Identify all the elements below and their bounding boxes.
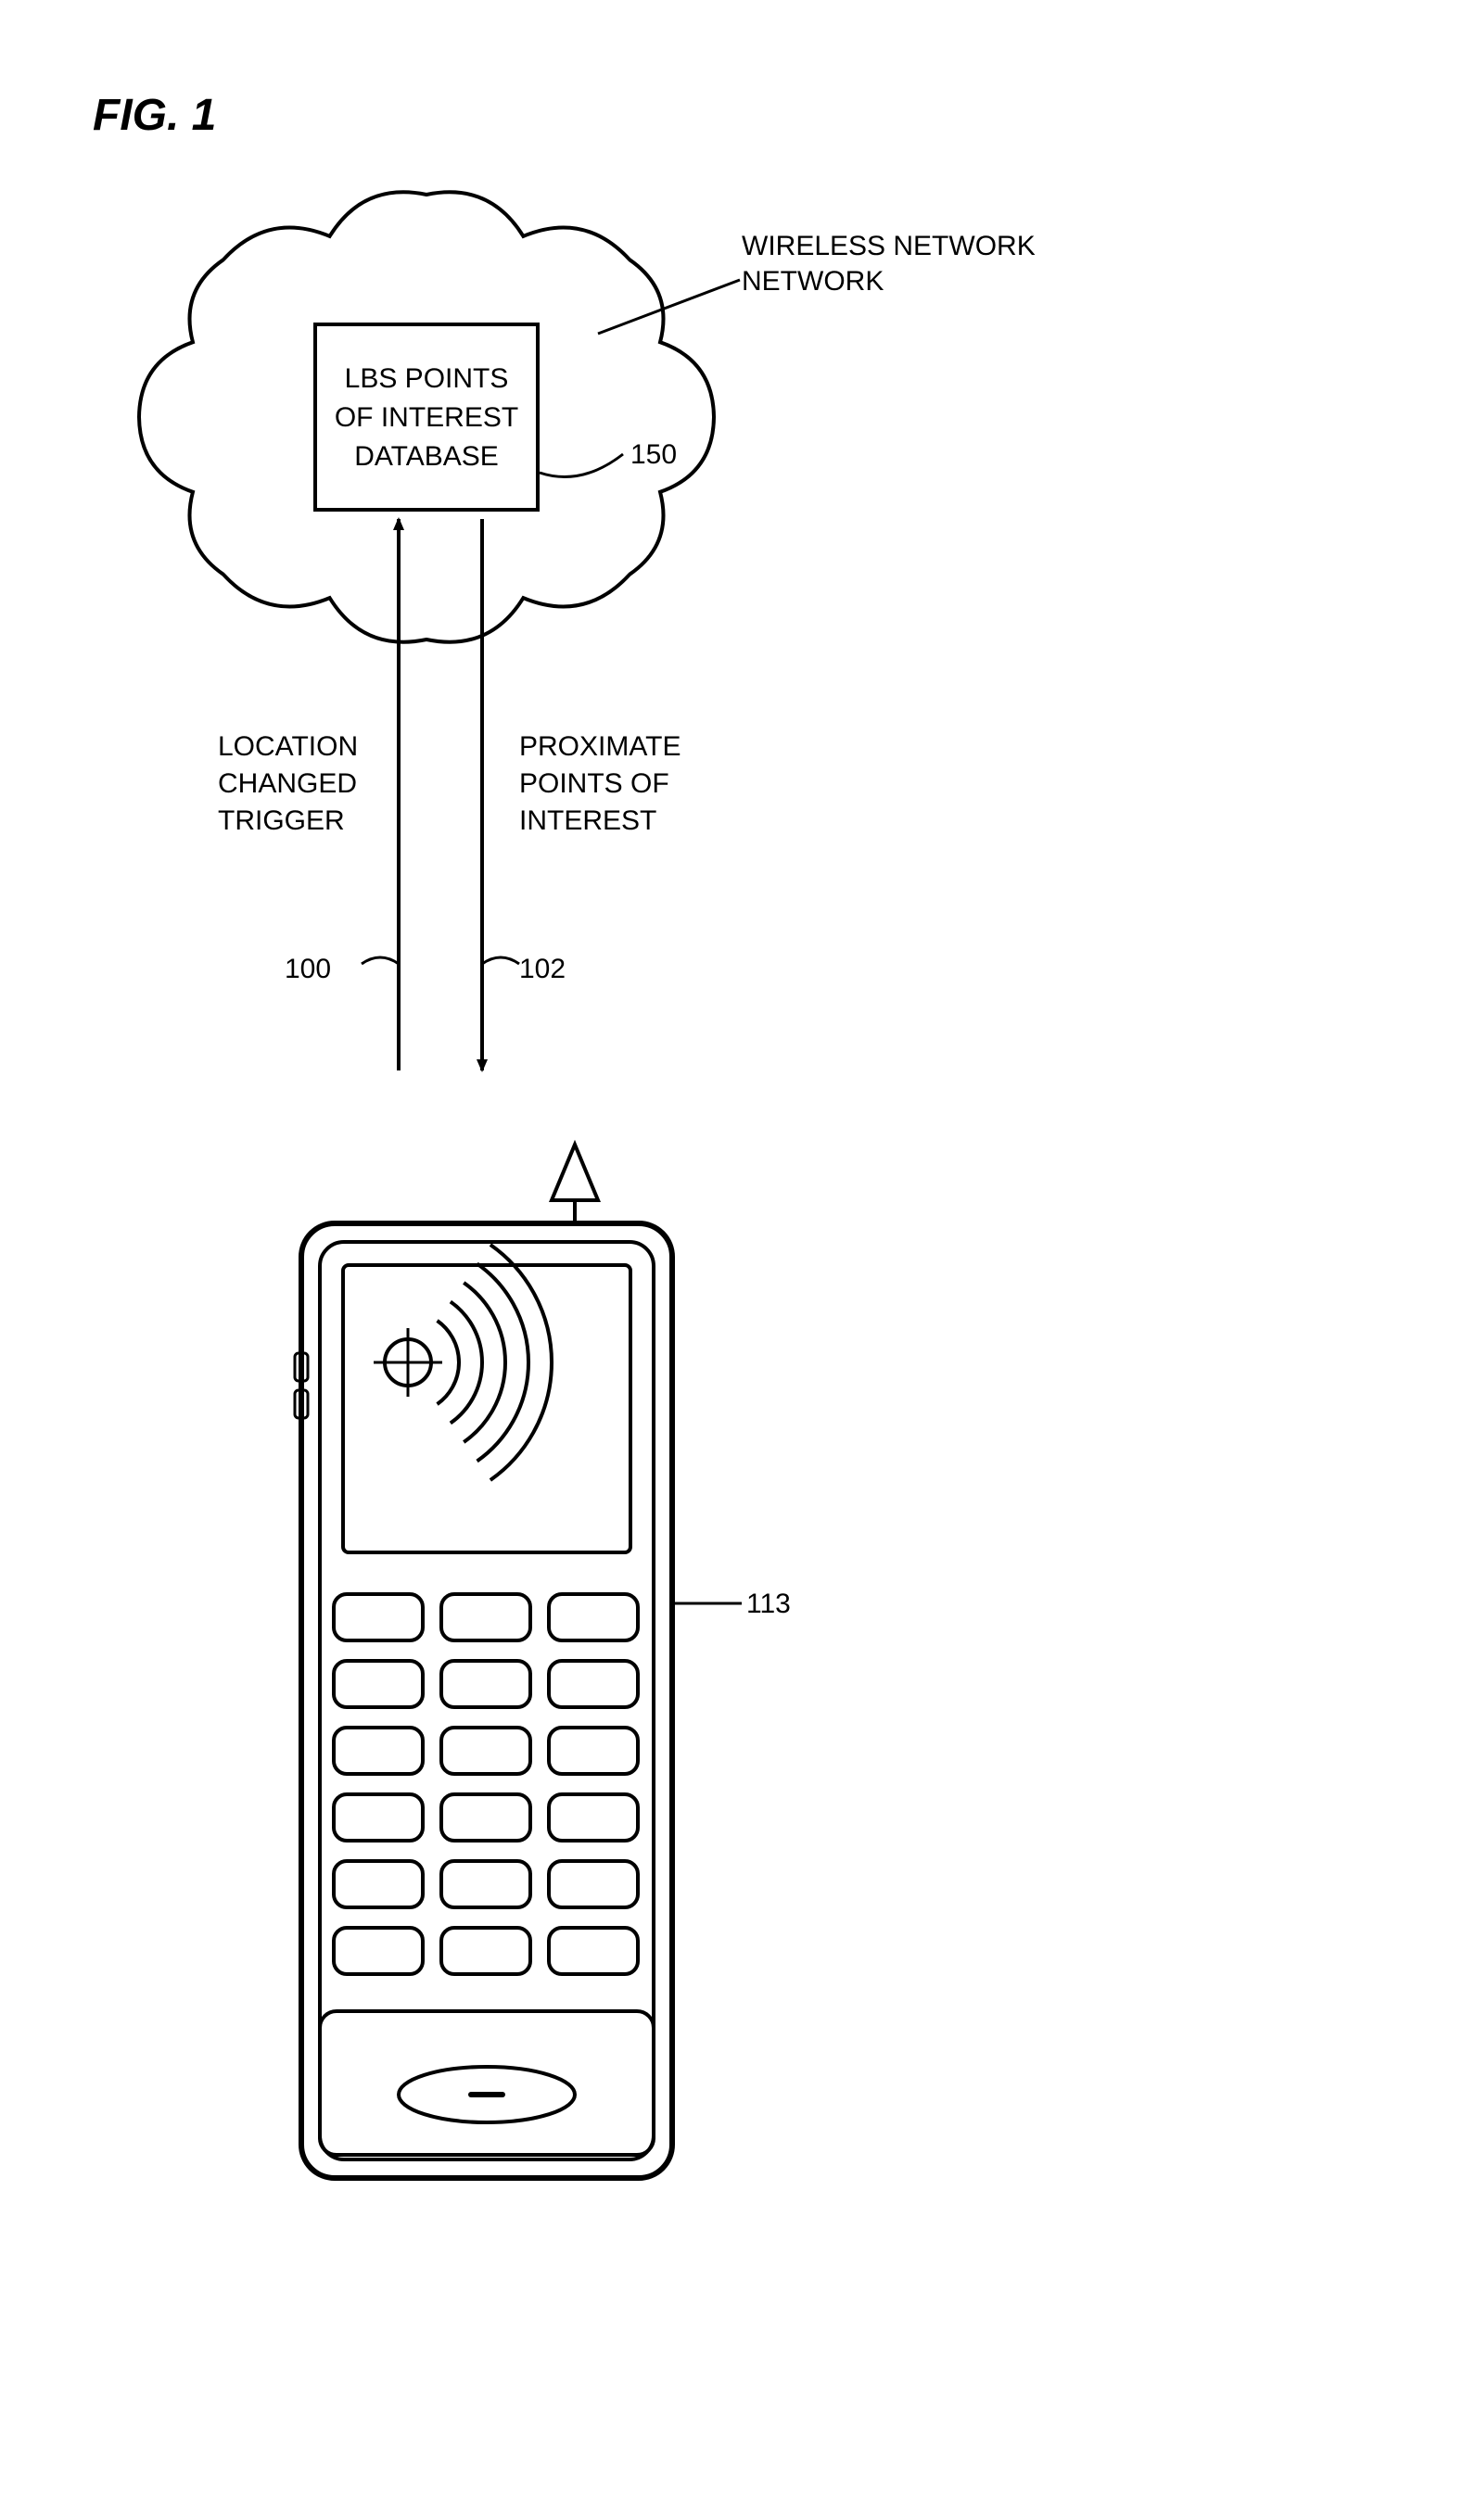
- keypad-key: [549, 1594, 638, 1640]
- arrow-up-tick: [362, 957, 399, 964]
- phone-ref-number: 113: [746, 1589, 791, 1619]
- keypad-key: [549, 1728, 638, 1774]
- db-box-line3: DATABASE: [354, 441, 499, 472]
- cloud-label: WIRELESS NETWORK NETWORK: [742, 231, 1036, 297]
- cloud-label-line2: NETWORK: [742, 266, 884, 297]
- keypad-key: [549, 1861, 638, 1907]
- proximate-poi-arrow: PROXIMATE POINTS OF INTEREST 102: [482, 519, 681, 1070]
- arrow-up-label-line2: CHANGED: [218, 768, 357, 799]
- arrow-up-label-line1: LOCATION: [218, 731, 358, 762]
- arrow-down-label-line3: INTEREST: [519, 805, 656, 836]
- keypad-key: [441, 1928, 530, 1974]
- cloud-label-line1: WIRELESS NETWORK: [742, 231, 1036, 261]
- db-ref-number: 150: [630, 439, 677, 470]
- arrow-down-label-line2: POINTS OF: [519, 768, 669, 799]
- keypad-key: [334, 1594, 423, 1640]
- arrow-down-tick: [482, 957, 519, 964]
- arrow-down-ref-number: 102: [519, 954, 566, 984]
- keypad-key: [441, 1794, 530, 1841]
- home-button-slot: [468, 2092, 505, 2097]
- db-leader-line: [540, 454, 623, 477]
- keypad-key: [334, 1661, 423, 1707]
- arrow-up-label-line3: TRIGGER: [218, 805, 345, 836]
- keypad-key: [441, 1861, 530, 1907]
- phone-body-outer: [301, 1223, 672, 2178]
- phone-body-inner: [320, 1242, 654, 2159]
- figure-title-text: FIG. 1: [93, 91, 216, 140]
- keypad-key: [334, 1728, 423, 1774]
- keypad-key: [549, 1794, 638, 1841]
- db-box-line2: OF INTEREST: [335, 402, 518, 433]
- signal-wave-icon-4: [477, 1264, 528, 1462]
- db-box-line1: LBS POINTS: [345, 363, 509, 394]
- keypad-key: [334, 1794, 423, 1841]
- mobile-phone: 113: [295, 1145, 791, 2178]
- signal-wave-icon-2: [451, 1301, 482, 1423]
- keypad-key: [441, 1594, 530, 1640]
- location-changed-arrow: LOCATION CHANGED TRIGGER 100: [218, 519, 399, 1070]
- keypad-key: [549, 1928, 638, 1974]
- signal-wave-icon-3: [464, 1283, 505, 1442]
- figure-title: FIG. 1: [93, 91, 216, 140]
- keypad-key: [334, 1928, 423, 1974]
- phone-bottom-panel: [320, 2011, 654, 2155]
- phone-keypad: [334, 1594, 638, 1974]
- keypad-key: [334, 1861, 423, 1907]
- wireless-network-cloud: WIRELESS NETWORK NETWORK: [139, 192, 1036, 641]
- cloud-leader-line: [598, 280, 740, 334]
- lbs-database-box: LBS POINTS OF INTEREST DATABASE 150: [315, 324, 677, 510]
- antenna-top-icon: [552, 1145, 598, 1200]
- arrow-down-label-line1: PROXIMATE: [519, 731, 681, 762]
- arrow-up-ref-number: 100: [285, 954, 331, 984]
- keypad-key: [549, 1661, 638, 1707]
- signal-wave-icon-5: [490, 1245, 552, 1480]
- keypad-key: [441, 1728, 530, 1774]
- keypad-key: [441, 1661, 530, 1707]
